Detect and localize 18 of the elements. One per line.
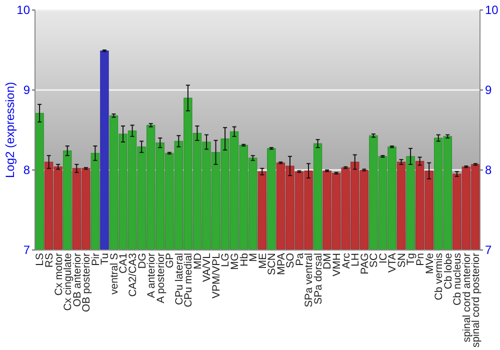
- y2-tick-label: 9: [485, 83, 492, 98]
- x-tick-label: spinal cord posterior: [470, 252, 482, 348]
- y-tick-label: 9: [23, 83, 30, 98]
- x-tick-label: MVe: [424, 252, 436, 274]
- x-tick-label: Cb lobe: [442, 252, 454, 290]
- x-tick-label: DM: [322, 253, 334, 270]
- y2-tick-label: 8: [485, 163, 492, 178]
- y-tick-label: 10: [16, 3, 30, 18]
- x-tick-label: SPa dorsal: [312, 253, 324, 304]
- x-tick-label: Hb: [238, 252, 250, 266]
- y-tick-label: 7: [23, 243, 30, 258]
- y-tick-label: 8: [23, 163, 30, 178]
- x-tick-label: GP: [164, 253, 176, 268]
- y2-tick-label: 7: [485, 243, 492, 258]
- x-tick-label: Tg: [405, 252, 418, 266]
- x-tick-label: DG: [136, 253, 148, 269]
- y2-tick-label: 10: [485, 3, 499, 18]
- y-axis-title: Log2 (expression): [3, 82, 18, 178]
